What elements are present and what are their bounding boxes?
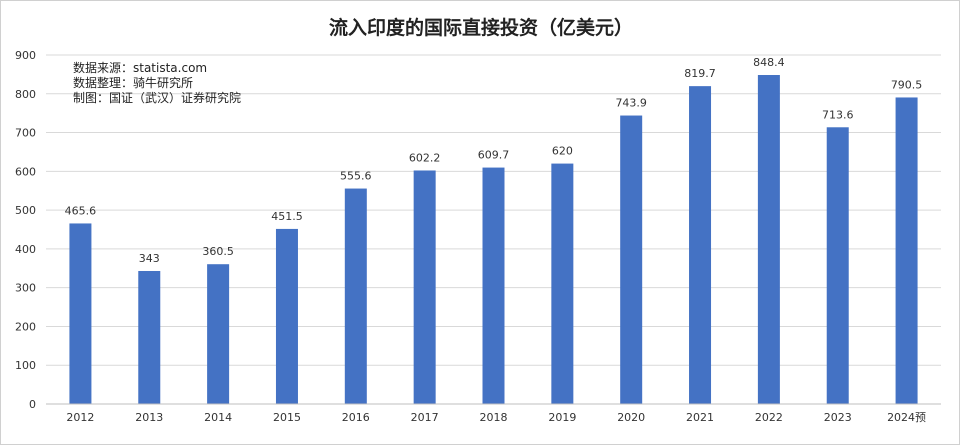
y-tick-label: 500: [15, 204, 36, 217]
x-tick-label: 2023: [824, 411, 852, 424]
data-label: 743.9: [615, 97, 647, 110]
bar-2018: [482, 167, 505, 404]
y-tick-label: 0: [29, 398, 36, 411]
data-label: 609.7: [478, 149, 510, 162]
y-tick-label: 100: [15, 359, 36, 372]
x-tick-label: 2014: [204, 411, 232, 424]
bar-2023: [826, 127, 849, 405]
x-tick-label: 2016: [342, 411, 370, 424]
bar-2014: [207, 264, 230, 404]
bars: 465.6 343 360.5 451.5 555.6 602.2 609.7 620 743.…: [65, 56, 923, 405]
y-tick-label: 900: [15, 49, 36, 62]
bar-2024预: [895, 97, 918, 404]
compiler-annotation: 数据整理：骑牛研究所: [73, 75, 193, 90]
y-axis-ticks: 0 100 200 300 400 500 600 700 800 900: [15, 49, 36, 411]
x-tick-label: 2015: [273, 411, 301, 424]
x-tick-label: 2018: [480, 411, 508, 424]
x-tick-label: 2012: [66, 411, 94, 424]
bar-2021: [689, 86, 712, 405]
x-tick-label: 2021: [686, 411, 714, 424]
y-tick-label: 600: [15, 165, 36, 178]
x-axis-ticks: 2012 2013 2014 2015 2016 2017 2018 2019 2020 2021…: [66, 411, 926, 424]
data-label: 713.6: [822, 108, 854, 121]
data-label: 790.5: [891, 78, 923, 91]
data-label: 360.5: [202, 245, 234, 258]
data-label: 343: [139, 252, 160, 265]
x-tick-label: 2017: [411, 411, 439, 424]
producer-annotation: 制图：国证（武汉）证券研究院: [73, 90, 241, 105]
bar-2013: [138, 270, 161, 404]
y-tick-label: 700: [15, 127, 36, 140]
x-tick-label: 2019: [548, 411, 576, 424]
bar-2012: [69, 223, 92, 404]
data-label: 602.2: [409, 151, 441, 164]
data-label: 555.6: [340, 170, 372, 183]
bar-2016: [344, 188, 367, 404]
source-annotation: 数据来源：statista.com: [73, 60, 207, 75]
data-label: 819.7: [684, 67, 716, 80]
x-tick-label: 2024预: [887, 411, 926, 424]
y-tick-label: 300: [15, 282, 36, 295]
bar-2022: [757, 75, 780, 404]
x-tick-label: 2020: [617, 411, 645, 424]
bar-2015: [275, 228, 298, 404]
x-tick-label: 2022: [755, 411, 783, 424]
bar-2017: [413, 170, 436, 404]
data-label: 848.4: [753, 56, 785, 69]
data-label: 620: [552, 145, 573, 158]
chart-title: 流入印度的国际直接投资（亿美元）: [329, 16, 633, 39]
bar-2019: [551, 163, 574, 404]
y-tick-label: 200: [15, 320, 36, 333]
y-tick-label: 800: [15, 88, 36, 101]
data-label: 451.5: [271, 210, 303, 223]
data-label: 465.6: [65, 204, 97, 217]
y-tick-label: 400: [15, 243, 36, 256]
x-tick-label: 2013: [135, 411, 163, 424]
bar-2020: [620, 115, 643, 405]
